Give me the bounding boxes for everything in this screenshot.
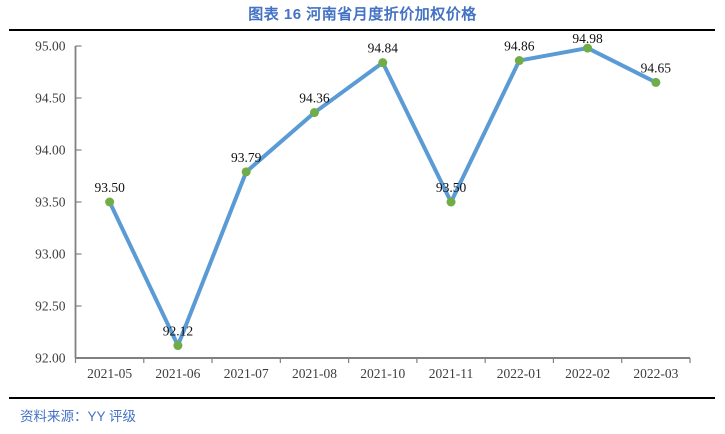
x-tick-label: 2022-01 (497, 366, 542, 381)
y-tick-label: 93.00 (35, 247, 66, 262)
data-point (651, 77, 661, 87)
data-line (107, 46, 658, 348)
data-point (241, 167, 251, 177)
data-point (105, 197, 115, 207)
x-tick-label: 2021-10 (360, 366, 405, 381)
chart-title: 图表 16 河南省月度折价加权价格 (248, 6, 477, 23)
data-point (446, 197, 456, 207)
y-tick-label: 93.50 (35, 195, 66, 210)
x-tick-label: 2021-08 (292, 366, 337, 381)
x-tick-label: 2022-02 (565, 366, 610, 381)
data-point (583, 43, 593, 53)
x-tick-label: 2021-06 (155, 366, 200, 381)
bottom-divider (9, 397, 715, 399)
x-tick-label: 2021-11 (429, 366, 474, 381)
data-point-label: 94.86 (504, 39, 535, 54)
data-point-label: 92.12 (163, 324, 193, 339)
data-point-label: 94.65 (641, 60, 672, 75)
top-divider (9, 29, 715, 31)
y-tick-label: 94.00 (35, 143, 66, 158)
y-tick-label: 94.50 (35, 91, 66, 106)
data-point-label: 94.98 (572, 31, 603, 46)
y-tick-label: 92.50 (35, 299, 66, 314)
data-point (378, 58, 388, 68)
data-point-label: 94.36 (299, 91, 330, 106)
x-tick-label: 2021-07 (224, 366, 269, 381)
data-point-label: 93.50 (436, 180, 467, 195)
data-point (173, 341, 183, 351)
source-note: 资料来源：YY 评级 (20, 409, 137, 424)
y-tick-label: 92.00 (35, 351, 66, 366)
x-tick-label: 2022-03 (633, 366, 678, 381)
x-tick-label: 2021-05 (87, 366, 132, 381)
y-tick-label: 95.00 (35, 39, 66, 54)
data-point-label: 93.50 (94, 180, 125, 195)
data-point (309, 108, 319, 118)
data-point-label: 94.84 (368, 41, 399, 56)
data-point (514, 56, 524, 66)
data-point-label: 93.79 (231, 150, 262, 165)
